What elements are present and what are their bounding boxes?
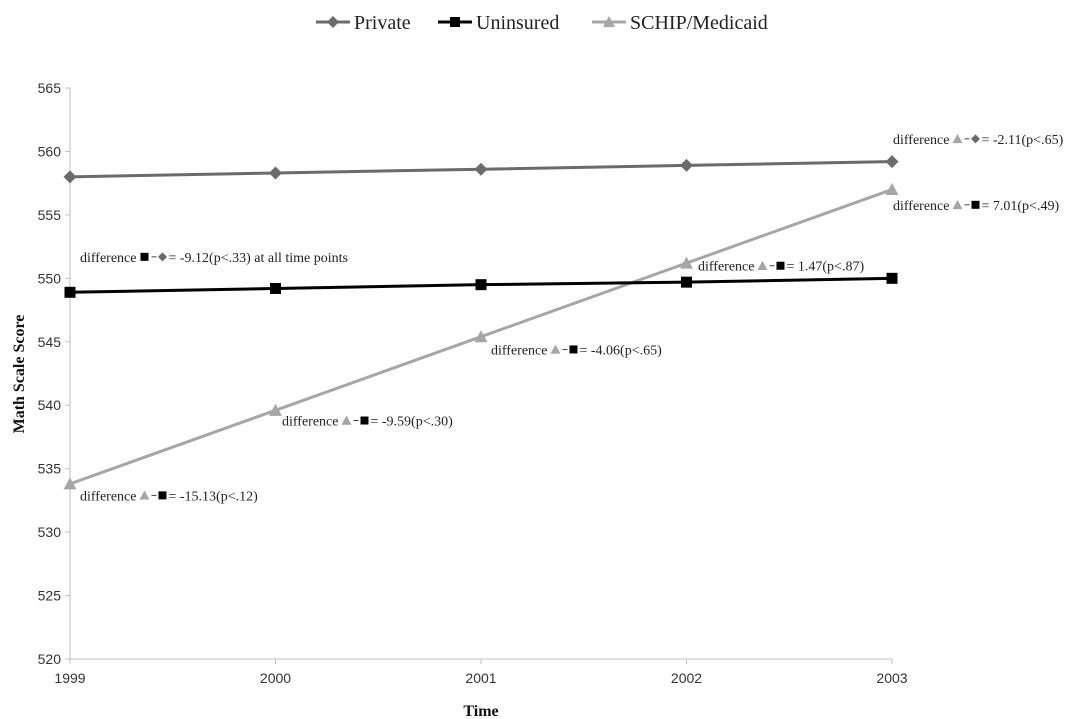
legend-label: SCHIP/Medicaid bbox=[630, 12, 768, 34]
square-symbol-icon bbox=[140, 252, 149, 261]
square-marker bbox=[886, 272, 898, 284]
annotation-prefix: difference bbox=[893, 133, 949, 148]
annotation-value: = -9.12(p<.33) at all time points bbox=[168, 251, 347, 266]
y-axis-title: Math Scale Score bbox=[11, 315, 28, 434]
annotation-3: difference = 1.47(p<.87) bbox=[698, 260, 864, 275]
series-schip-medicaid bbox=[63, 183, 899, 490]
x-axis: 1999 2000 2001 2002 2003 bbox=[54, 658, 908, 686]
annotation-value: = 1.47(p<.87) bbox=[786, 260, 864, 275]
square-marker bbox=[681, 276, 692, 288]
annotation-prefix: difference bbox=[491, 343, 547, 358]
square-symbol-icon bbox=[569, 345, 578, 354]
triangle-marker bbox=[474, 330, 488, 343]
y-tick-label: 565 bbox=[38, 80, 62, 96]
annotation-prefix: difference bbox=[893, 199, 949, 214]
series-uninsured bbox=[64, 272, 898, 298]
annotation-4: difference = -4.06(p<.65) bbox=[491, 343, 662, 358]
triangle-symbol-icon bbox=[139, 490, 150, 500]
legend-label: Private bbox=[354, 12, 411, 34]
x-tick-label: 2002 bbox=[671, 670, 702, 686]
y-tick-label: 525 bbox=[38, 588, 62, 604]
annotation-prefix: difference bbox=[698, 260, 754, 275]
y-tick-label: 520 bbox=[38, 651, 62, 667]
y-tick-label: 555 bbox=[38, 207, 62, 223]
annotation-prefix: difference bbox=[282, 415, 338, 430]
annotations: difference = -2.11(p<.65)difference = 7.… bbox=[80, 133, 1064, 505]
square-marker bbox=[270, 282, 281, 294]
x-tick-label: 1999 bbox=[54, 670, 85, 686]
diamond-marker bbox=[269, 166, 282, 180]
y-axis: 520 525 530 535 540 545 550 555 560 565 bbox=[38, 80, 71, 667]
annotation-value: = -9.59(p<.30) bbox=[370, 415, 453, 430]
triangle-symbol-icon bbox=[952, 199, 963, 210]
annotation-2: difference = -9.12(p<.33) at all time po… bbox=[80, 251, 348, 266]
square-symbol-icon bbox=[776, 261, 785, 270]
x-tick-label: 2000 bbox=[260, 670, 291, 686]
y-tick-label: 535 bbox=[38, 461, 62, 477]
legend-label: Uninsured bbox=[476, 12, 559, 34]
diamond-marker bbox=[680, 158, 693, 172]
triangle-marker bbox=[885, 183, 899, 196]
y-tick-label: 550 bbox=[38, 270, 62, 286]
y-tick-label: 545 bbox=[38, 334, 62, 350]
diamond-marker bbox=[63, 170, 77, 184]
square-symbol-icon bbox=[158, 491, 167, 500]
annotation-value: = -2.11(p<.65) bbox=[981, 133, 1063, 148]
diamond-marker bbox=[474, 162, 488, 176]
legend-triangle-marker bbox=[603, 16, 615, 28]
triangle-marker bbox=[680, 256, 693, 269]
series-layer bbox=[63, 155, 899, 490]
diamond-marker bbox=[885, 155, 899, 169]
triangle-symbol-icon bbox=[341, 415, 352, 425]
triangle-symbol-icon bbox=[952, 133, 963, 144]
annotation-prefix: difference bbox=[80, 251, 136, 266]
annotation-5: difference = -9.59(p<.30) bbox=[282, 415, 453, 430]
legend-diamond-marker bbox=[327, 16, 339, 28]
annotation-value: = -15.13(p<.12) bbox=[168, 489, 258, 504]
triangle-symbol-icon bbox=[757, 260, 768, 270]
square-marker bbox=[475, 279, 487, 291]
triangle-symbol-icon bbox=[550, 344, 561, 354]
annotation-prefix: difference bbox=[80, 489, 136, 504]
annotation-value: = -4.06(p<.65) bbox=[579, 343, 662, 358]
triangle-marker bbox=[63, 477, 77, 490]
annotation-0: difference = -2.11(p<.65) bbox=[893, 133, 1064, 148]
square-marker bbox=[64, 286, 76, 298]
x-tick-label: 2001 bbox=[465, 670, 496, 686]
annotation-value: = 7.01(p<.49) bbox=[981, 199, 1059, 214]
y-tick-label: 530 bbox=[38, 524, 62, 540]
y-tick-label: 560 bbox=[38, 143, 62, 159]
square-symbol-icon bbox=[971, 200, 980, 209]
x-tick-label: 2003 bbox=[876, 670, 907, 686]
diamond-symbol-icon bbox=[157, 252, 167, 262]
x-axis-title: Time bbox=[463, 703, 498, 719]
annotation-6: difference = -15.13(p<.12) bbox=[80, 489, 258, 504]
legend: Private Uninsured SCHIP/Medicaid bbox=[316, 12, 768, 34]
legend-square-marker bbox=[450, 17, 460, 27]
annotation-1: difference = 7.01(p<.49) bbox=[893, 199, 1059, 214]
square-symbol-icon bbox=[360, 416, 369, 425]
triangle-marker bbox=[269, 403, 282, 416]
diamond-symbol-icon bbox=[970, 134, 980, 144]
y-tick-label: 540 bbox=[38, 397, 62, 413]
series-private bbox=[63, 155, 899, 184]
